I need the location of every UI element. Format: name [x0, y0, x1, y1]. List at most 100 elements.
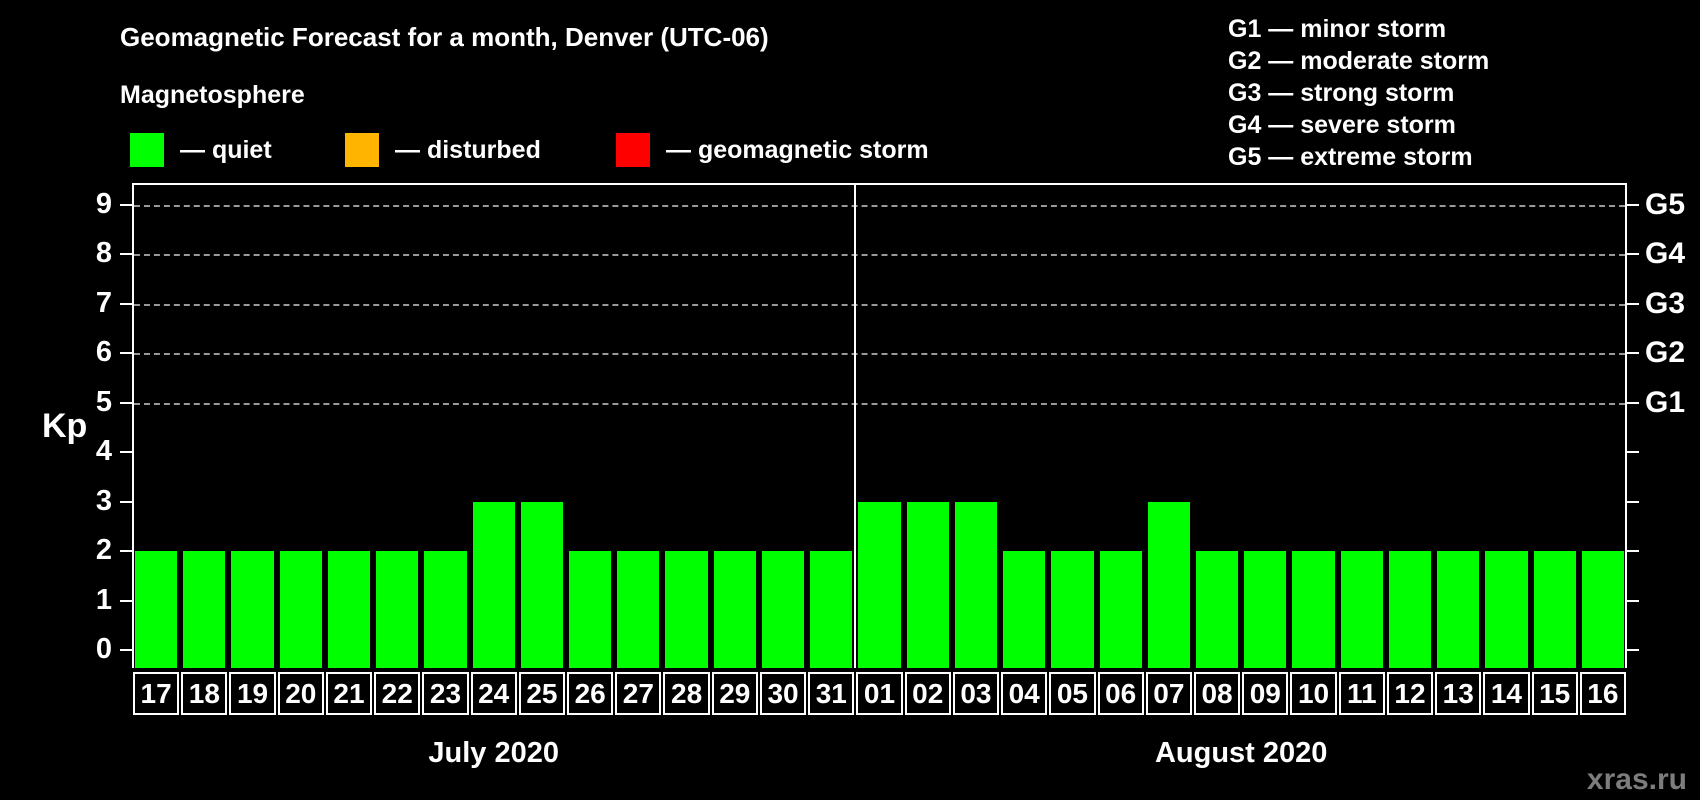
- right-axis-tick-4: [1627, 451, 1639, 453]
- day-label-july-17: 17: [133, 672, 180, 715]
- y-axis-title: Kp: [42, 407, 88, 446]
- day-label-july-24: 24: [470, 672, 517, 715]
- y-axis-tick-2: [120, 550, 132, 552]
- kp-bar-july-23: [424, 551, 467, 668]
- g-legend-line-4: G4 — severe storm: [1228, 111, 1456, 139]
- day-label-july-20: 20: [277, 672, 324, 715]
- day-label-august-15: 15: [1531, 672, 1578, 715]
- day-label-july-18: 18: [181, 672, 228, 715]
- right-axis-tick-2: [1627, 550, 1639, 552]
- day-label-july-25: 25: [518, 672, 566, 715]
- page-title: Geomagnetic Forecast for a month, Denver…: [120, 22, 769, 52]
- kp-bar-july-25: [520, 501, 564, 668]
- day-label-august-04: 04: [1001, 672, 1048, 715]
- kp-bar-august-02: [906, 501, 949, 668]
- kp-bar-august-01: [858, 501, 901, 668]
- day-label-august-14: 14: [1483, 672, 1530, 715]
- y-axis-tick-7: [120, 302, 132, 305]
- kp-bar-july-24: [472, 501, 515, 668]
- y-axis-tick-6: [120, 352, 132, 354]
- y-axis-tick-1: [120, 599, 132, 602]
- legend-swatch-quiet: [130, 133, 164, 167]
- y-axis-tick-8: [120, 253, 132, 255]
- day-label-august-10: 10: [1290, 672, 1337, 715]
- day-label-july-31: 31: [808, 672, 855, 715]
- day-label-august-03: 03: [952, 672, 1000, 715]
- day-label-august-09: 09: [1242, 672, 1289, 715]
- right-axis-label-g1: G1: [1645, 385, 1686, 419]
- right-axis-label-g5: G5: [1645, 187, 1686, 221]
- gridline-kp7: [134, 303, 1625, 306]
- month-divider: [854, 183, 857, 668]
- kp-bar-august-13: [1437, 551, 1480, 668]
- day-label-july-23: 23: [422, 672, 469, 715]
- plot-area: [132, 183, 1627, 668]
- y-axis-tick-3: [120, 500, 132, 503]
- month-label-august: August 2020: [1154, 737, 1328, 769]
- kp-bar-july-18: [183, 551, 226, 668]
- watermark: xras.ru: [1586, 763, 1687, 796]
- right-axis-label-g2: G2: [1645, 336, 1686, 369]
- legend-label-quiet: — quiet: [180, 135, 272, 164]
- legend-item-quiet: — quiet: [130, 130, 272, 170]
- g-legend-line-5: G5 — extreme storm: [1228, 143, 1473, 171]
- kp-bar-july-28: [665, 551, 708, 668]
- day-label-august-05: 05: [1049, 672, 1096, 715]
- kp-bar-july-17: [135, 551, 178, 668]
- day-label-july-27: 27: [615, 672, 662, 715]
- kp-bar-july-22: [376, 551, 419, 668]
- kp-bar-august-07: [1147, 501, 1190, 668]
- day-label-august-13: 13: [1435, 672, 1482, 715]
- day-label-august-11: 11: [1338, 672, 1385, 715]
- kp-bar-august-11: [1340, 551, 1383, 668]
- month-label-july: July 2020: [428, 737, 559, 769]
- kp-bar-august-14: [1485, 551, 1528, 668]
- y-axis-tick-5: [120, 401, 132, 404]
- kp-bar-august-09: [1244, 551, 1287, 668]
- day-label-august-07: 07: [1145, 672, 1192, 715]
- day-label-july-26: 26: [567, 672, 614, 715]
- kp-bar-july-30: [761, 551, 805, 668]
- y-axis-tick-label-8: 8: [95, 237, 112, 269]
- day-label-july-29: 29: [711, 672, 758, 715]
- day-label-july-28: 28: [663, 672, 710, 715]
- right-axis-tick-1: [1627, 599, 1639, 602]
- right-axis-tick-9: [1627, 203, 1639, 206]
- kp-bar-august-08: [1195, 551, 1239, 668]
- day-label-august-08: 08: [1193, 672, 1241, 715]
- day-label-august-16: 16: [1579, 672, 1626, 715]
- kp-bar-august-10: [1292, 551, 1335, 668]
- y-axis-tick-0: [120, 649, 132, 651]
- y-axis-tick-9: [120, 203, 132, 206]
- y-axis-tick-label-1: 1: [95, 583, 112, 616]
- kp-bar-august-16: [1581, 551, 1624, 668]
- gridline-kp6: [134, 353, 1625, 355]
- gridline-kp5: [134, 402, 1625, 405]
- legend-swatch-disturbed: [345, 133, 379, 167]
- y-axis-tick-label-9: 9: [95, 187, 112, 220]
- day-label-july-30: 30: [759, 672, 807, 715]
- g-scale-legend: G1 — minor storm G2 — moderate storm G3 — …: [1228, 13, 1489, 173]
- right-axis-tick-8: [1627, 253, 1639, 255]
- right-axis-tick-5: [1627, 401, 1639, 404]
- kp-bar-august-03: [954, 501, 998, 668]
- legend-swatch-geomagnetic-storm: [616, 133, 650, 167]
- day-label-august-06: 06: [1097, 672, 1144, 715]
- legend-label-disturbed: — disturbed: [395, 135, 541, 164]
- kp-bar-july-19: [231, 551, 274, 668]
- y-axis-tick-label-2: 2: [95, 534, 112, 566]
- day-label-july-21: 21: [325, 672, 373, 715]
- kp-bar-july-20: [279, 551, 322, 668]
- g-legend-line-1: G1 — minor storm: [1228, 15, 1447, 43]
- kp-bar-august-04: [1003, 551, 1046, 668]
- gridline-kp9: [134, 204, 1625, 207]
- right-axis-tick-0: [1627, 649, 1639, 651]
- day-label-august-02: 02: [904, 672, 951, 715]
- right-axis-tick-3: [1627, 500, 1639, 503]
- gridline-kp8: [134, 254, 1625, 256]
- right-axis-tick-6: [1627, 352, 1639, 354]
- magnetosphere-legend-title: Magnetosphere: [120, 81, 305, 109]
- day-label-july-19: 19: [229, 672, 276, 715]
- right-axis-label-g3: G3: [1645, 286, 1686, 320]
